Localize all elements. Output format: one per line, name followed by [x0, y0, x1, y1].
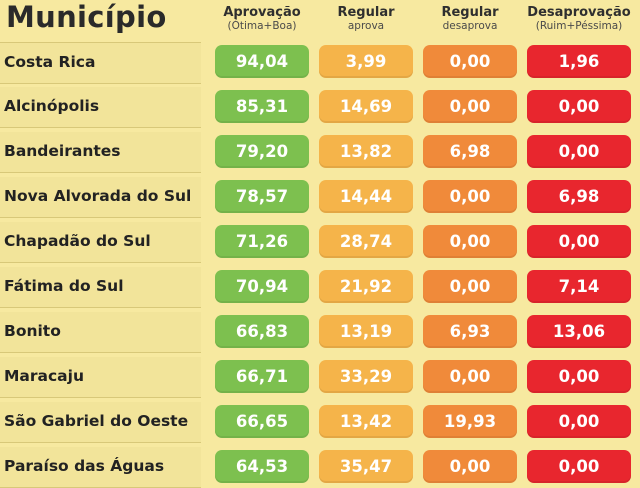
municipio-cell: Chapadão do Sul [0, 222, 201, 263]
table-row: São Gabriel do Oeste 66,65 13,42 19,93 0,00 [0, 402, 640, 443]
column-header-desaprovacao: Desaprovação (Ruim+Péssima) [524, 5, 634, 33]
aprovacao-value: 94,04 [215, 45, 309, 78]
desaprovacao-value: 0,00 [527, 450, 631, 483]
regular-aprova-value: 13,19 [319, 315, 413, 348]
regular-desaprova-value: 0,00 [423, 45, 517, 78]
aprovacao-value: 79,20 [215, 135, 309, 168]
municipio-cell: Fátima do Sul [0, 267, 201, 308]
municipio-cell: Costa Rica [0, 42, 201, 84]
regular-aprova-value: 3,99 [319, 45, 413, 78]
regular-desaprova-value: 6,98 [423, 135, 517, 168]
regular-desaprova-value: 6,93 [423, 315, 517, 348]
desaprovacao-value: 0,00 [527, 225, 631, 258]
table-header: Município Aprovação (Ótima+Boa) Regular … [0, 0, 640, 44]
municipio-cell: Nova Alvorada do Sul [0, 177, 201, 218]
regular-aprova-value: 33,29 [319, 360, 413, 393]
table-row: Fátima do Sul 70,94 21,92 0,00 7,14 [0, 267, 640, 308]
column-label: Desaprovação [527, 5, 631, 20]
municipio-cell: São Gabriel do Oeste [0, 402, 201, 443]
page-title: Município [6, 0, 167, 34]
aprovacao-value: 66,83 [215, 315, 309, 348]
municipio-name: Paraíso das Águas [4, 457, 165, 475]
column-header-aprovacao: Aprovação (Ótima+Boa) [212, 5, 312, 33]
municipio-name: Bandeirantes [4, 142, 121, 160]
column-sublabel: (Ruim+Péssima) [535, 20, 623, 32]
column-sublabel: (Ótima+Boa) [227, 20, 297, 32]
regular-aprova-value: 14,44 [319, 180, 413, 213]
regular-desaprova-value: 0,00 [423, 360, 517, 393]
aprovacao-value: 71,26 [215, 225, 309, 258]
municipio-cell: Bonito [0, 312, 201, 353]
table-row: Bandeirantes 79,20 13,82 6,98 0,00 [0, 132, 640, 173]
aprovacao-value: 78,57 [215, 180, 309, 213]
desaprovacao-value: 6,98 [527, 180, 631, 213]
municipio-cell: Paraíso das Águas [0, 447, 201, 488]
aprovacao-value: 85,31 [215, 90, 309, 123]
municipio-name: Costa Rica [4, 53, 96, 71]
table-row: Alcinópolis 85,31 14,69 0,00 0,00 [0, 87, 640, 128]
aprovacao-value: 66,65 [215, 405, 309, 438]
municipio-cell: Alcinópolis [0, 87, 201, 128]
column-sublabel: aprova [347, 20, 385, 32]
municipio-name: São Gabriel do Oeste [4, 412, 189, 430]
column-sublabel: desaprova [442, 20, 498, 32]
desaprovacao-value: 0,00 [527, 405, 631, 438]
regular-aprova-value: 28,74 [319, 225, 413, 258]
municipio-cell: Maracaju [0, 357, 201, 398]
regular-aprova-value: 13,82 [319, 135, 413, 168]
regular-desaprova-value: 0,00 [423, 450, 517, 483]
municipio-name: Maracaju [4, 367, 84, 385]
column-label: Regular [337, 5, 395, 20]
table-row: Chapadão do Sul 71,26 28,74 0,00 0,00 [0, 222, 640, 263]
regular-desaprova-value: 0,00 [423, 270, 517, 303]
desaprovacao-value: 7,14 [527, 270, 631, 303]
table-row: Costa Rica 94,04 3,99 0,00 1,96 [0, 42, 640, 84]
aprovacao-value: 66,71 [215, 360, 309, 393]
desaprovacao-value: 13,06 [527, 315, 631, 348]
regular-aprova-value: 21,92 [319, 270, 413, 303]
regular-aprova-value: 35,47 [319, 450, 413, 483]
regular-desaprova-value: 19,93 [423, 405, 517, 438]
column-label: Aprovação [223, 5, 301, 20]
regular-aprova-value: 14,69 [319, 90, 413, 123]
municipio-name: Fátima do Sul [4, 277, 124, 295]
regular-desaprova-value: 0,00 [423, 225, 517, 258]
table-row: Maracaju 66,71 33,29 0,00 0,00 [0, 357, 640, 398]
municipio-name: Alcinópolis [4, 97, 100, 115]
table-row: Nova Alvorada do Sul 78,57 14,44 0,00 6,98 [0, 177, 640, 218]
column-header-regular-aprova: Regular aprova [316, 5, 416, 33]
municipio-name: Chapadão do Sul [4, 232, 151, 250]
municipio-cell: Bandeirantes [0, 132, 201, 173]
desaprovacao-value: 1,96 [527, 45, 631, 78]
municipio-name: Nova Alvorada do Sul [4, 187, 192, 205]
aprovacao-value: 70,94 [215, 270, 309, 303]
table-row: Paraíso das Águas 64,53 35,47 0,00 0,00 [0, 447, 640, 488]
column-header-regular-desaprova: Regular desaprova [420, 5, 520, 33]
desaprovacao-value: 0,00 [527, 135, 631, 168]
municipio-name: Bonito [4, 322, 61, 340]
desaprovacao-value: 0,00 [527, 360, 631, 393]
regular-aprova-value: 13,42 [319, 405, 413, 438]
desaprovacao-value: 0,00 [527, 90, 631, 123]
aprovacao-value: 64,53 [215, 450, 309, 483]
table-row: Bonito 66,83 13,19 6,93 13,06 [0, 312, 640, 353]
column-label: Regular [441, 5, 499, 20]
regular-desaprova-value: 0,00 [423, 90, 517, 123]
regular-desaprova-value: 0,00 [423, 180, 517, 213]
